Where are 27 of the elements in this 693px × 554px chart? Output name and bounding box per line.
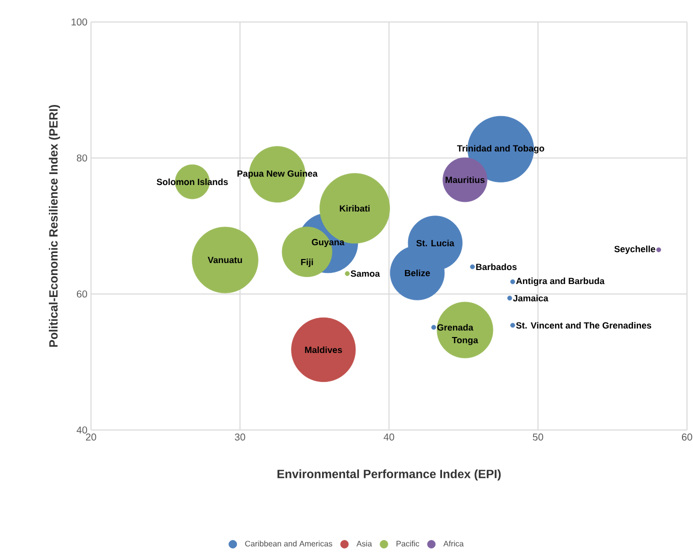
annotation: Fiji (301, 258, 313, 268)
annotation: Samoa (350, 270, 380, 277)
y-tick-label: 60 (76, 290, 88, 298)
y-tick-label: 100 (72, 18, 88, 26)
annotation: Seychelle (614, 246, 656, 254)
x-tick-label: 60 (682, 434, 692, 441)
annotation: Guyana (312, 238, 344, 248)
annotation: Barbados (476, 264, 517, 270)
x-tick-label: 20 (86, 434, 96, 441)
x-tick-label: 40 (384, 434, 394, 441)
annotation: Grenada (437, 324, 474, 331)
annotation: Antigra and Barbuda (516, 278, 605, 286)
annotation: Belize (404, 270, 430, 276)
annotation: Kiribati (340, 205, 370, 212)
annotation: Mauritius (446, 176, 485, 184)
x-tick-label: 30 (234, 434, 246, 441)
annotation: St. Lucia (416, 240, 454, 246)
x-tick-label: 50 (532, 434, 544, 441)
annotation: Jamaica (513, 294, 548, 302)
annotation: Vanuatu (208, 256, 242, 264)
annotation: St. Vincent and The Grenadines (516, 322, 652, 329)
y-tick-label: 80 (76, 154, 88, 162)
y-axis-title: Political-Economic Resilience Index (PERI) (48, 105, 60, 347)
annotation: Maldives (305, 346, 342, 354)
x-axis-title: Environmental Performance Index (EPI) (278, 469, 501, 481)
y-tick-label: 40 (76, 426, 88, 434)
annotation: Tonga (452, 337, 478, 346)
